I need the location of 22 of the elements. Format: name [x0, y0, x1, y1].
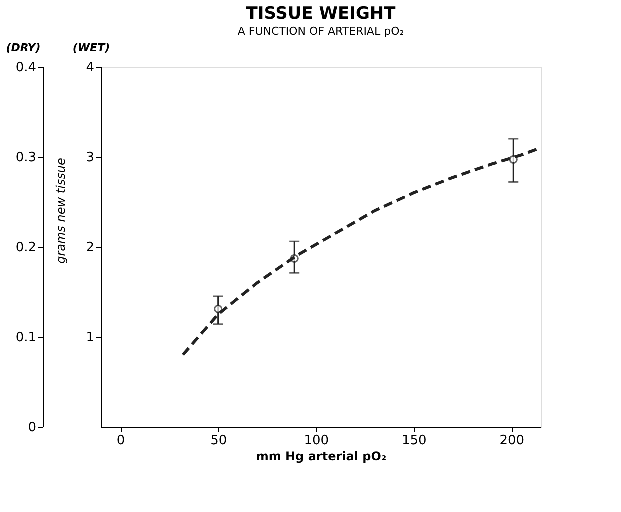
y2-tick-label: 2 [86, 240, 94, 256]
y-tick-label: 0 [28, 420, 36, 436]
point [214, 304, 223, 314]
y2-axis-title: (WET) [72, 42, 110, 54]
x-tick-label: 150 [402, 434, 427, 448]
y2-tick-label: 3 [86, 150, 94, 166]
y2-tick-label: 1 [86, 330, 94, 346]
y2-tick-label: 4 [86, 60, 94, 76]
x-tick-label: 100 [304, 434, 330, 448]
chart-title: TISSUE WEIGHT [246, 4, 396, 24]
y-tick-label: 0.2 [16, 240, 36, 256]
y-axis-title: (DRY) [6, 42, 41, 54]
text: grams new tissue [54, 158, 68, 264]
x-tick-label: 0 [116, 434, 126, 448]
point [509, 155, 518, 164]
y-tick-label: 0.1 [16, 330, 36, 346]
y-tick-label: 0.4 [16, 60, 36, 76]
chart-subtitle: A FUNCTION OF ARTERIAL pO₂ [238, 25, 404, 38]
x-tick-label: 50 [210, 434, 228, 448]
x-axis-title: mm Hg arterial pO₂ [256, 450, 387, 464]
x-tick-label: 200 [500, 434, 525, 448]
y-tick-label: 0.3 [16, 150, 36, 166]
